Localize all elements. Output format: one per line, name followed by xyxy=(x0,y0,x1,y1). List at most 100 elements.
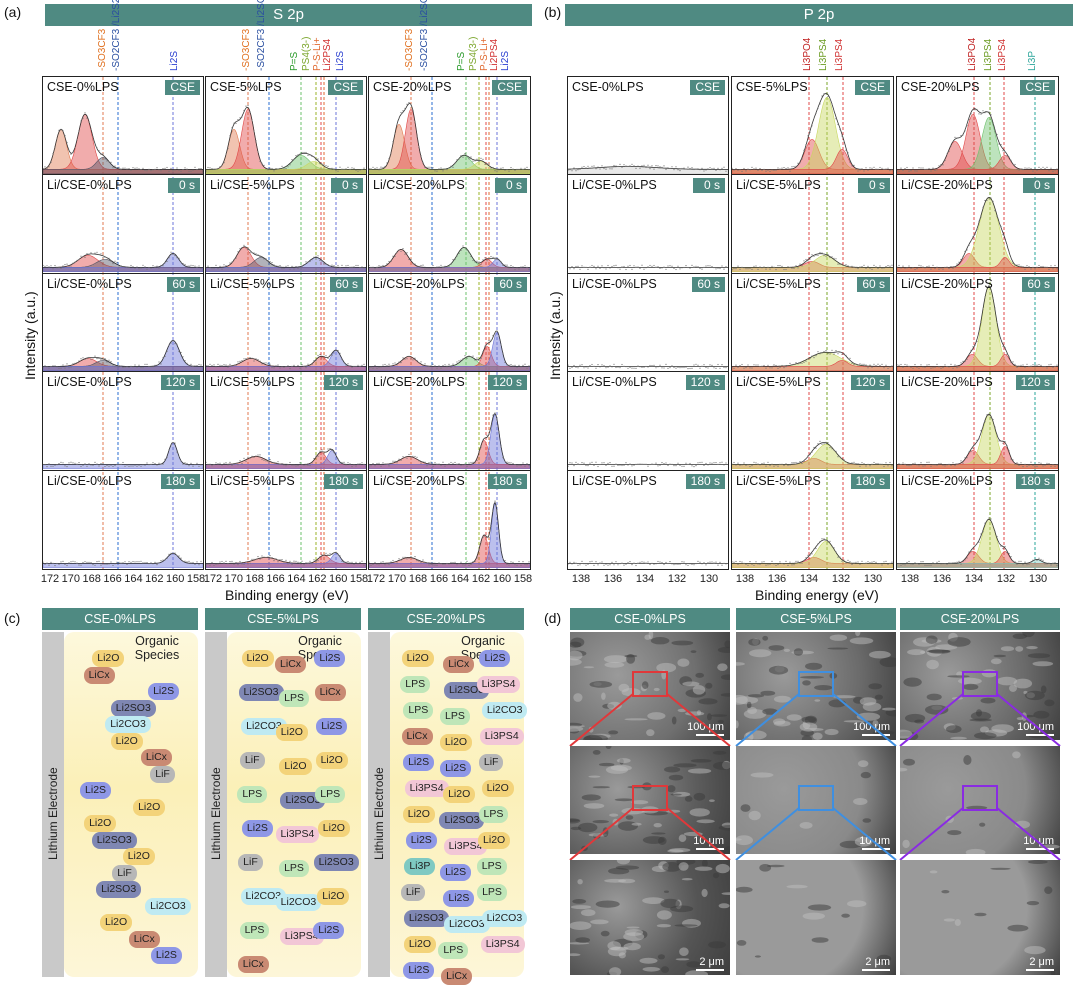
fit-envelope xyxy=(369,103,530,170)
data-point xyxy=(94,142,96,144)
data-point xyxy=(787,465,789,467)
data-point xyxy=(297,154,299,156)
data-point xyxy=(392,460,394,462)
data-point xyxy=(456,159,458,161)
spectrum-row: Li/CSE-5%LPS 120 s xyxy=(732,372,893,471)
data-point xyxy=(506,364,508,366)
sem-texture xyxy=(736,632,896,740)
data-point xyxy=(615,165,617,167)
data-point xyxy=(934,169,936,171)
data-point xyxy=(601,462,603,464)
data-point xyxy=(492,414,494,416)
data-point xyxy=(355,365,357,367)
data-point xyxy=(607,564,609,566)
data-point xyxy=(990,114,992,116)
data-point xyxy=(581,462,583,464)
data-point xyxy=(301,464,303,466)
spectrum-plot xyxy=(43,339,203,371)
texture-blob xyxy=(747,694,765,698)
species-chip: Li2S xyxy=(314,650,346,667)
texture-blob xyxy=(1016,717,1024,721)
data-point xyxy=(651,165,653,167)
data-point xyxy=(575,461,577,464)
data-point xyxy=(498,169,500,171)
data-point xyxy=(747,564,749,566)
data-point xyxy=(416,359,418,361)
data-point xyxy=(400,251,402,253)
texture-blob xyxy=(696,710,702,716)
data-point xyxy=(337,458,339,460)
peak-label: -SO2CF3 /Li2S2O4 xyxy=(111,0,122,71)
data-point xyxy=(597,563,599,566)
data-point xyxy=(1048,269,1050,271)
data-point xyxy=(968,244,970,247)
data-point xyxy=(617,366,619,368)
texture-blob xyxy=(608,730,619,735)
data-point xyxy=(841,135,843,137)
data-point xyxy=(124,366,126,368)
fit-peak xyxy=(732,255,893,273)
data-point xyxy=(898,562,900,564)
spectrum-row: Li/CSE-0%LPS 60 s xyxy=(43,274,203,373)
texture-blob xyxy=(668,774,684,781)
data-point xyxy=(865,167,867,169)
data-point xyxy=(480,264,482,266)
texture-blob xyxy=(783,648,790,652)
texture-blob xyxy=(1044,886,1053,894)
data-point xyxy=(703,267,705,269)
data-point xyxy=(261,363,263,365)
data-point xyxy=(480,357,482,359)
data-point xyxy=(924,564,926,566)
sample-label: CSE-5%LPS xyxy=(210,80,282,94)
data-point xyxy=(319,450,321,452)
data-point xyxy=(394,362,396,364)
data-point xyxy=(374,364,376,366)
data-point xyxy=(673,465,675,467)
spectrum-row: CSE-20%LPS CSE xyxy=(897,77,1058,176)
data-point xyxy=(150,463,152,466)
data-point xyxy=(948,268,950,270)
lithium-electrode xyxy=(368,632,390,977)
data-point xyxy=(196,462,198,465)
data-point xyxy=(1054,561,1056,563)
data-point xyxy=(823,350,825,352)
texture-blob xyxy=(736,720,739,729)
data-point xyxy=(1030,461,1032,463)
x-tick-label: 158 xyxy=(349,573,369,585)
x-tick-label: 136 xyxy=(932,573,952,585)
data-point xyxy=(520,564,522,566)
data-point xyxy=(444,363,446,366)
data-point xyxy=(241,463,243,465)
data-point xyxy=(271,556,273,558)
peak-label: -SO3CF3 xyxy=(404,28,415,71)
species-chip: Li2O xyxy=(110,732,143,750)
fit-envelope xyxy=(206,551,366,564)
data-point xyxy=(299,367,301,369)
data-point xyxy=(851,266,853,268)
zoom-connector xyxy=(735,693,897,747)
data-point xyxy=(926,461,928,464)
data-point xyxy=(954,364,956,366)
data-point xyxy=(633,165,635,167)
scale-bar-group: 10 μm xyxy=(859,835,890,850)
data-point xyxy=(44,563,46,565)
data-point xyxy=(1026,563,1028,565)
data-point xyxy=(623,464,625,467)
data-point xyxy=(829,257,831,259)
texture-blob xyxy=(614,798,634,802)
data-point xyxy=(319,353,321,355)
species-chip: LiCx xyxy=(140,749,172,766)
species-chip: LiF xyxy=(239,752,265,769)
data-point xyxy=(351,561,353,563)
texture-blob xyxy=(1033,710,1050,719)
data-point xyxy=(749,169,751,171)
data-point xyxy=(213,364,215,366)
data-point xyxy=(275,462,277,464)
data-point xyxy=(516,465,518,467)
data-point xyxy=(807,135,809,137)
species-chip: LiF xyxy=(400,884,426,901)
data-point xyxy=(217,167,219,170)
data-point xyxy=(279,463,281,466)
sem-texture xyxy=(570,860,730,975)
spectrum-row: Li/CSE-5%LPS 60 s xyxy=(206,274,366,373)
